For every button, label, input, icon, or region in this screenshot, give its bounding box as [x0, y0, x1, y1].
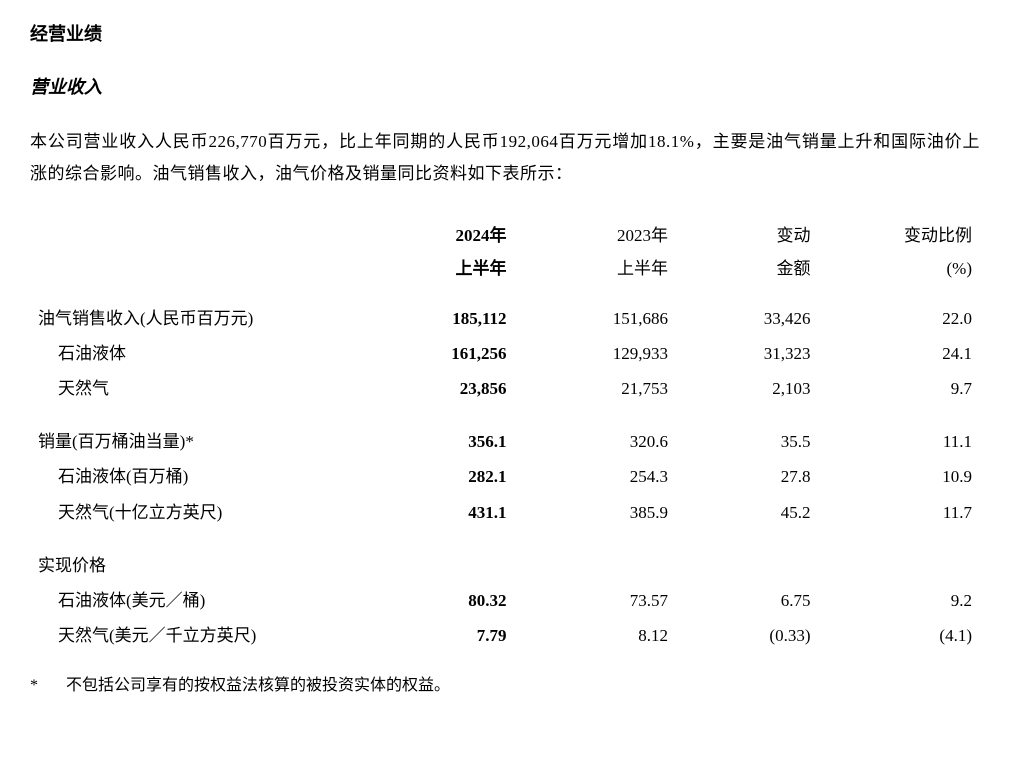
- cell-change: [676, 548, 819, 583]
- header-current-year-line1: 2024年: [353, 218, 515, 251]
- header-change-line2: 金额: [676, 251, 819, 300]
- table-row: 实现价格: [30, 548, 980, 583]
- table-row: 石油液体(美元／桶)80.3273.576.759.2: [30, 583, 980, 618]
- row-label: 销量(百万桶油当量)*: [30, 424, 353, 459]
- cell-change: 45.2: [676, 495, 819, 530]
- table-row: 销量(百万桶油当量)*356.1320.635.511.1: [30, 424, 980, 459]
- cell-current: 161,256: [353, 336, 515, 371]
- cell-current: 7.79: [353, 618, 515, 653]
- row-label: 石油液体(百万桶): [30, 459, 353, 494]
- cell-change: 33,426: [676, 301, 819, 336]
- header-current-year-line2: 上半年: [353, 251, 515, 300]
- cell-pct: [819, 548, 981, 583]
- cell-pct: 22.0: [819, 301, 981, 336]
- cell-pct: 11.7: [819, 495, 981, 530]
- row-label: 天然气: [30, 371, 353, 406]
- cell-current: 431.1: [353, 495, 515, 530]
- cell-prior: 8.12: [515, 618, 677, 653]
- cell-current: 356.1: [353, 424, 515, 459]
- cell-prior: 385.9: [515, 495, 677, 530]
- row-label: 实现价格: [30, 548, 353, 583]
- row-label: 石油液体: [30, 336, 353, 371]
- cell-prior: 21,753: [515, 371, 677, 406]
- cell-prior: 254.3: [515, 459, 677, 494]
- subsection-title: 营业收入: [30, 73, 980, 102]
- cell-prior: 73.57: [515, 583, 677, 618]
- header-row-1: 2024年 2023年 变动 变动比例: [30, 218, 980, 251]
- cell-prior: 151,686: [515, 301, 677, 336]
- row-label: 油气销售收入(人民币百万元): [30, 301, 353, 336]
- table-row: 天然气(十亿立方英尺)431.1385.945.211.7: [30, 495, 980, 530]
- cell-change: 2,103: [676, 371, 819, 406]
- cell-prior: 129,933: [515, 336, 677, 371]
- row-label: 天然气(美元／千立方英尺): [30, 618, 353, 653]
- cell-change: 31,323: [676, 336, 819, 371]
- financial-table: 2024年 2023年 变动 变动比例 上半年 上半年 金额 (%) 油气销售收…: [30, 218, 980, 653]
- cell-pct: 10.9: [819, 459, 981, 494]
- footnote-text: 不包括公司享有的按权益法核算的被投资实体的权益。: [66, 673, 450, 699]
- cell-change: (0.33): [676, 618, 819, 653]
- header-pct-line2: (%): [819, 251, 981, 300]
- cell-pct: 11.1: [819, 424, 981, 459]
- cell-pct: 9.2: [819, 583, 981, 618]
- table-row: 石油液体(百万桶)282.1254.327.810.9: [30, 459, 980, 494]
- cell-current: 185,112: [353, 301, 515, 336]
- header-pct-line1: 变动比例: [819, 218, 981, 251]
- table-row: 天然气(美元／千立方英尺)7.798.12(0.33)(4.1): [30, 618, 980, 653]
- section-title: 经营业绩: [30, 20, 980, 49]
- table-row: 天然气23,85621,7532,1039.7: [30, 371, 980, 406]
- cell-pct: 9.7: [819, 371, 981, 406]
- spacer-row: [30, 406, 980, 424]
- cell-change: 35.5: [676, 424, 819, 459]
- cell-current: 80.32: [353, 583, 515, 618]
- header-prior-year-line2: 上半年: [515, 251, 677, 300]
- spacer-row: [30, 530, 980, 548]
- header-change-line1: 变动: [676, 218, 819, 251]
- footnote: * 不包括公司享有的按权益法核算的被投资实体的权益。: [30, 673, 980, 699]
- table-row: 石油液体161,256129,93331,32324.1: [30, 336, 980, 371]
- table-row: 油气销售收入(人民币百万元)185,112151,68633,42622.0: [30, 301, 980, 336]
- cell-prior: [515, 548, 677, 583]
- row-label: 天然气(十亿立方英尺): [30, 495, 353, 530]
- cell-current: 282.1: [353, 459, 515, 494]
- cell-current: [353, 548, 515, 583]
- cell-change: 6.75: [676, 583, 819, 618]
- intro-paragraph: 本公司营业收入人民币226,770百万元，比上年同期的人民币192,064百万元…: [30, 126, 980, 191]
- cell-change: 27.8: [676, 459, 819, 494]
- row-label: 石油液体(美元／桶): [30, 583, 353, 618]
- cell-pct: (4.1): [819, 618, 981, 653]
- cell-current: 23,856: [353, 371, 515, 406]
- footnote-marker: *: [30, 673, 48, 699]
- cell-prior: 320.6: [515, 424, 677, 459]
- header-row-2: 上半年 上半年 金额 (%): [30, 251, 980, 300]
- header-prior-year-line1: 2023年: [515, 218, 677, 251]
- cell-pct: 24.1: [819, 336, 981, 371]
